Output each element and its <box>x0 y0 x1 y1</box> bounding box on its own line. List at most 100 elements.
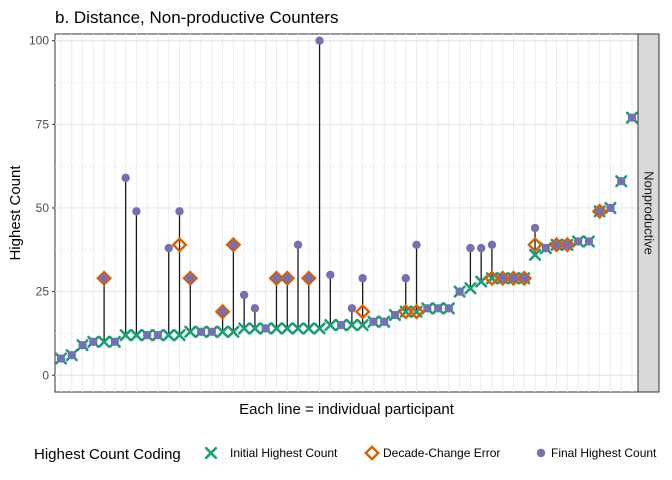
facet-strip <box>637 33 660 393</box>
initial-count-mark <box>528 248 542 261</box>
decade-error-mark <box>225 236 242 253</box>
final-series <box>56 36 637 363</box>
initial-count-mark <box>356 318 369 332</box>
final-count-mark <box>304 274 313 283</box>
final-count-mark <box>142 330 152 340</box>
y-tick-label: 75 <box>36 117 50 131</box>
y-tick-label: 100 <box>29 34 49 48</box>
legend-label: Final Highest Count <box>551 446 657 460</box>
initial-count-mark <box>173 329 186 342</box>
initial-count-mark <box>345 318 358 332</box>
decade-error-mark <box>214 303 231 320</box>
legend-label: Decade-Change Error <box>383 446 500 460</box>
decade-error-mark <box>516 270 533 287</box>
decade-error-mark <box>279 270 296 287</box>
final-count-mark <box>229 240 238 249</box>
final-count-mark <box>132 207 141 216</box>
initial-count-mark <box>464 282 477 295</box>
final-count-mark <box>606 203 615 213</box>
legend-title: Highest Count Coding <box>34 446 181 463</box>
final-count-mark <box>153 330 163 340</box>
final-count-mark <box>358 274 367 283</box>
decade-error-mark <box>527 236 543 253</box>
final-count-mark <box>498 274 507 283</box>
initial-count-mark <box>291 322 305 335</box>
decade-error-mark <box>591 203 608 220</box>
decade-error-mark <box>494 270 511 287</box>
legend-key-final <box>536 448 546 458</box>
final-count-mark <box>89 337 98 347</box>
initial-count-mark <box>162 329 175 342</box>
decade-error-mark <box>96 270 112 287</box>
legend-key-decade <box>364 445 380 461</box>
final-count-mark <box>293 240 303 249</box>
legend-key-initial <box>204 446 218 460</box>
final-count-mark <box>347 304 357 313</box>
final-count-mark <box>476 243 486 253</box>
final-count-mark <box>520 274 529 283</box>
initial-count-mark <box>119 329 132 342</box>
final-count-mark <box>584 237 594 246</box>
decade-error-mark <box>268 270 285 287</box>
segments <box>103 40 536 342</box>
initial-count-mark <box>248 322 262 335</box>
final-count-mark <box>99 274 109 283</box>
final-count-mark <box>466 243 475 253</box>
decade-error-mark <box>171 236 188 253</box>
final-count-mark <box>444 304 454 313</box>
final-count-mark <box>121 173 130 183</box>
x-axis-title: Each line = individual participant <box>239 401 455 418</box>
final-count-mark <box>380 317 389 326</box>
final-count-mark <box>67 350 76 360</box>
decade-error-mark <box>354 303 371 320</box>
initial-count-mark <box>216 325 229 338</box>
initial-count-mark <box>270 322 283 335</box>
final-count-mark <box>250 304 260 313</box>
final-count-mark <box>196 327 206 336</box>
final-count-mark <box>552 240 561 249</box>
y-axis-title: Highest Count <box>7 165 24 261</box>
decade-error-mark <box>548 236 565 253</box>
initial-count-mark <box>302 322 315 335</box>
legend: Highest Count Coding Initial Highest Cou… <box>34 445 657 463</box>
final-count-mark <box>56 354 66 363</box>
final-count-mark <box>390 310 400 320</box>
initial-count-mark <box>238 322 251 335</box>
final-count-mark <box>509 274 518 283</box>
initial-count-mark <box>130 329 143 342</box>
y-tick-label: 25 <box>36 285 50 299</box>
y-tick-label: 0 <box>42 368 49 382</box>
final-count-mark <box>369 317 378 326</box>
final-count-mark <box>487 240 497 249</box>
initial-count-mark <box>184 325 197 338</box>
decade-error-mark <box>182 270 199 287</box>
decade-series <box>96 203 608 320</box>
final-count-mark <box>78 340 87 350</box>
final-count-mark <box>164 243 173 253</box>
final-count-mark <box>455 287 464 296</box>
decade-error-mark <box>397 303 414 320</box>
final-count-mark <box>207 327 217 336</box>
final-count-mark <box>315 36 324 45</box>
legend-label: Initial Highest Count <box>230 446 338 460</box>
final-count-mark <box>530 223 540 233</box>
y-axis: 0 25 50 75 100 <box>29 34 55 382</box>
final-count-mark <box>326 270 335 280</box>
plot-panel <box>54 33 639 393</box>
final-count-mark <box>433 304 443 313</box>
decade-error-mark <box>484 270 500 287</box>
decade-error-mark <box>505 270 522 287</box>
final-count-mark <box>401 274 410 283</box>
initial-count-mark <box>97 335 111 348</box>
final-count-mark <box>175 207 184 216</box>
final-count-mark <box>412 240 421 249</box>
chart-title: b. Distance, Non-productive Counters <box>55 8 338 27</box>
final-count-mark <box>563 240 572 249</box>
final-count-mark <box>627 113 637 122</box>
initial-count-mark <box>227 325 240 338</box>
decade-error-mark <box>408 303 425 320</box>
final-count-mark <box>595 207 604 216</box>
y-tick-label: 50 <box>36 201 50 215</box>
final-count-mark <box>218 307 227 316</box>
final-count-mark <box>423 304 432 313</box>
